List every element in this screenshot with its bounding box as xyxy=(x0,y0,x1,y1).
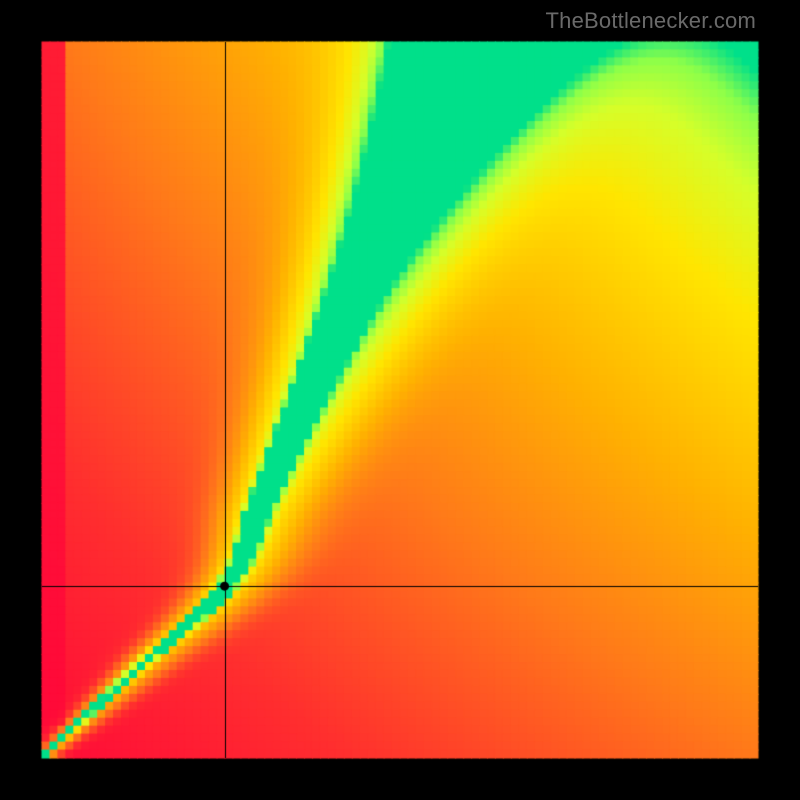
watermark-text: TheBottlenecker.com xyxy=(546,8,756,34)
chart-container: TheBottlenecker.com xyxy=(0,0,800,800)
bottleneck-heatmap xyxy=(0,0,800,800)
